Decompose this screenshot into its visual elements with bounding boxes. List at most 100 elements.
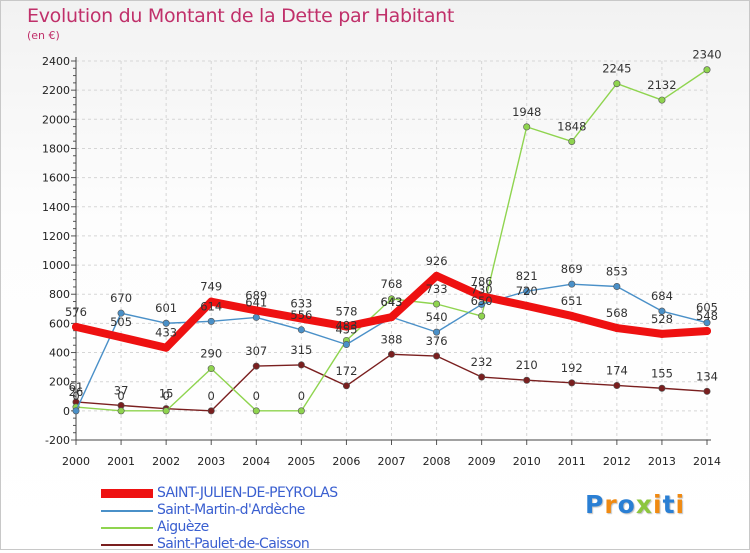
data-label: 37 xyxy=(114,383,129,397)
y-tick-label: 200 xyxy=(49,376,70,389)
data-point xyxy=(387,313,396,322)
data-label: 2340 xyxy=(692,48,721,62)
data-point xyxy=(568,379,576,387)
data-label: 786 xyxy=(471,274,493,288)
x-tick-label: 2008 xyxy=(423,455,451,468)
y-tick-label: 1200 xyxy=(42,230,70,243)
data-label: 633 xyxy=(290,297,312,311)
data-point xyxy=(117,407,125,415)
data-label: 749 xyxy=(200,280,222,294)
proxiti-logo: Proxiti xyxy=(585,490,685,519)
data-point xyxy=(657,329,666,338)
data-label: 290 xyxy=(200,347,222,361)
data-label: 568 xyxy=(606,306,628,320)
data-point xyxy=(342,341,350,349)
data-point xyxy=(613,283,621,291)
data-point xyxy=(433,328,441,336)
y-tick-label: -200 xyxy=(45,434,70,447)
data-label: 26 xyxy=(69,385,84,399)
data-label: 0 xyxy=(162,389,169,403)
y-tick-label: 1000 xyxy=(42,259,70,272)
legend-swatch xyxy=(101,544,153,546)
data-label: 61 xyxy=(69,380,84,394)
data-label: 1848 xyxy=(557,119,586,133)
data-point xyxy=(162,319,170,327)
x-tick-label: 2003 xyxy=(197,455,225,468)
y-tick-label: 2000 xyxy=(42,113,70,126)
data-label: 689 xyxy=(245,288,267,302)
data-point xyxy=(342,322,351,331)
data-label: 192 xyxy=(561,361,583,375)
data-label: 388 xyxy=(381,332,403,346)
data-label: 643 xyxy=(381,295,403,309)
data-label: 556 xyxy=(290,308,312,322)
grid-lines xyxy=(75,60,708,441)
legend-swatch xyxy=(101,489,153,498)
y-tick-label: 600 xyxy=(49,317,70,330)
data-point xyxy=(478,373,486,381)
data-label: 0 xyxy=(72,389,79,403)
data-point xyxy=(387,350,395,358)
legend-swatch xyxy=(101,527,153,529)
data-point xyxy=(252,407,260,415)
logo-letter: r xyxy=(604,490,618,519)
data-point xyxy=(72,322,80,331)
data-point xyxy=(207,407,215,415)
data-point xyxy=(658,307,666,315)
data-label: 768 xyxy=(381,277,403,291)
data-point xyxy=(523,123,531,131)
data-label: 614 xyxy=(200,299,222,313)
x-tick-label: 2004 xyxy=(242,455,270,468)
data-label: 641 xyxy=(245,295,267,309)
data-point xyxy=(297,361,305,369)
data-label: 528 xyxy=(651,312,673,326)
logo-letter: i xyxy=(675,490,686,519)
data-point xyxy=(117,309,125,317)
data-point xyxy=(207,317,215,325)
logo-letter: P xyxy=(585,490,605,519)
data-label: 2245 xyxy=(602,62,631,76)
data-label: 0 xyxy=(298,389,305,403)
data-point xyxy=(387,295,395,303)
series-line-aigueze xyxy=(75,69,708,412)
data-label: 578 xyxy=(335,305,357,319)
data-point xyxy=(342,382,350,390)
data-label: 232 xyxy=(471,355,493,369)
data-label: 540 xyxy=(426,310,448,324)
data-label: 376 xyxy=(426,334,448,348)
data-label: 172 xyxy=(335,364,357,378)
data-label: 730 xyxy=(471,282,493,296)
data-point xyxy=(522,301,531,310)
data-point xyxy=(207,365,215,373)
legend-label: Saint-Paulet-de-Caisson xyxy=(157,536,310,552)
line-chart: -200020040060080010001200140016001800200… xyxy=(42,48,722,468)
x-tick-label: 2002 xyxy=(152,455,180,468)
data-point xyxy=(658,384,666,392)
data-point xyxy=(613,80,621,88)
data-point xyxy=(252,306,261,315)
data-point xyxy=(252,313,260,321)
axes: -200020040060080010001200140016001800200… xyxy=(42,55,721,468)
data-label: 433 xyxy=(155,326,177,340)
x-tick-label: 2006 xyxy=(332,455,360,468)
data-label: 670 xyxy=(110,291,132,305)
data-label: 155 xyxy=(651,366,673,380)
data-label: 0 xyxy=(117,389,124,403)
data-point xyxy=(297,314,306,323)
data-label: 15 xyxy=(159,387,174,401)
data-label: 0 xyxy=(253,389,260,403)
y-tick-label: 1400 xyxy=(42,201,70,214)
data-label: 684 xyxy=(651,289,673,303)
data-point xyxy=(162,343,171,352)
legend-label: SAINT-JULIEN-DE-PEYROLAS xyxy=(157,485,338,501)
data-point xyxy=(117,333,126,342)
x-tick-label: 2001 xyxy=(107,455,135,468)
data-label: 821 xyxy=(516,269,538,283)
data-point xyxy=(567,311,576,320)
x-tick-label: 2014 xyxy=(693,455,721,468)
data-label: 307 xyxy=(245,344,267,358)
data-label: 174 xyxy=(606,363,628,377)
x-tick-label: 2010 xyxy=(513,455,541,468)
data-point xyxy=(523,376,531,384)
